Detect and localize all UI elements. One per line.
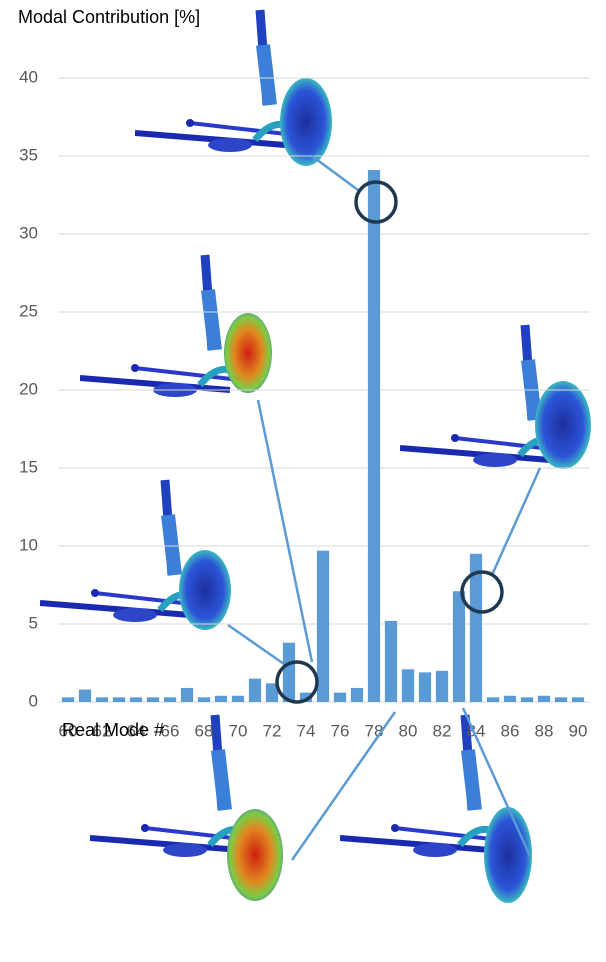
bar [351, 688, 363, 702]
brake-disc [227, 809, 283, 901]
y-tick-label: 25 [19, 301, 38, 320]
chart: 0510152025303540606264666870727476788082… [0, 0, 606, 962]
y-tick-label: 0 [29, 691, 38, 710]
x-tick-label: 68 [195, 721, 214, 740]
bar [504, 696, 516, 702]
y-tick-label: 35 [19, 145, 38, 164]
bar [368, 170, 380, 702]
page: 0510152025303540606264666870727476788082… [0, 0, 606, 962]
bar [215, 696, 227, 702]
y-tick-label: 15 [19, 457, 38, 476]
brake-disc [280, 78, 332, 166]
x-tick-label: 74 [297, 721, 316, 740]
bar [538, 696, 550, 702]
bar [402, 669, 414, 702]
bar [453, 591, 465, 702]
y-tick-label: 20 [19, 379, 38, 398]
suspension-image [135, 10, 295, 152]
x-tick-label: 90 [569, 721, 588, 740]
brake-disc [224, 313, 272, 393]
brake-disc [535, 381, 591, 469]
bar [164, 697, 176, 702]
x-tick-label: 88 [535, 721, 554, 740]
y-tick-label: 10 [19, 535, 38, 554]
bar [385, 621, 397, 702]
suspension-image [400, 325, 560, 467]
bar [317, 551, 329, 702]
bar [147, 697, 159, 702]
x-tick-label: 72 [263, 721, 282, 740]
bars [62, 170, 584, 702]
bar [130, 697, 142, 702]
bar [487, 697, 499, 702]
bar [96, 697, 108, 702]
bar [521, 697, 533, 702]
bar [249, 679, 261, 702]
y-tick-label: 40 [19, 67, 38, 86]
illustrations [40, 10, 591, 903]
bar [79, 690, 91, 702]
suspension-image [80, 255, 240, 397]
bar [334, 693, 346, 702]
bar [181, 688, 193, 702]
x-tick-label: 86 [501, 721, 520, 740]
y-axis-title: Modal Contribution [%] [18, 6, 218, 29]
bar [555, 697, 567, 702]
bar [62, 697, 74, 702]
leader-line [228, 625, 284, 664]
leader-line [258, 400, 312, 662]
x-tick-label: 82 [433, 721, 452, 740]
x-tick-label: 76 [331, 721, 350, 740]
y-tick-label: 5 [29, 613, 38, 632]
bar [198, 697, 210, 702]
brake-disc [484, 807, 532, 903]
bar [419, 672, 431, 702]
bar [113, 697, 125, 702]
y-tick-label: 30 [19, 223, 38, 242]
leader-line [312, 156, 358, 190]
bar [436, 671, 448, 702]
bar [283, 643, 295, 702]
x-axis-title: Real Mode # [62, 720, 164, 741]
x-tick-label: 80 [399, 721, 418, 740]
bar [572, 697, 584, 702]
leader-line [492, 468, 540, 575]
annotations [228, 156, 540, 860]
suspension-image [40, 480, 200, 622]
x-tick-label: 70 [229, 721, 248, 740]
brake-disc [179, 550, 231, 630]
bar [232, 696, 244, 702]
